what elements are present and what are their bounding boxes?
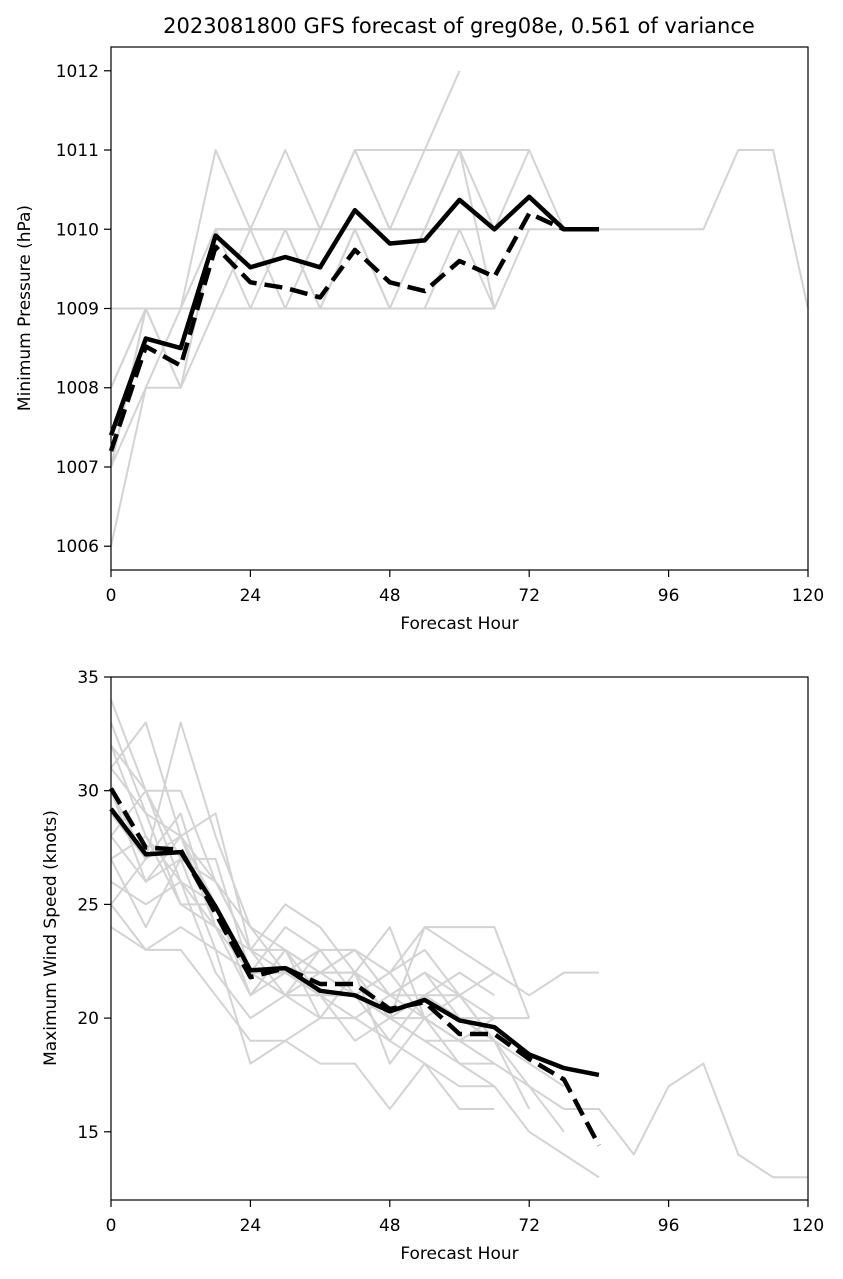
pressure-x-tick-label: 48	[379, 586, 401, 606]
wind-dashed-line	[109, 787, 601, 1147]
pressure-x-tick-label: 120	[792, 586, 824, 606]
wind-y-tick-label: 25	[77, 895, 99, 915]
pressure-x-tick-label: 0	[106, 586, 117, 606]
wind-member-line-9	[110, 903, 495, 1088]
wind-x-tick-label: 120	[792, 1216, 824, 1236]
pressure-y-ticks: 1006 1007 1008 1009 1010 1011 1012	[56, 62, 111, 557]
pressure-x-ticks: 0 24 48 72 96 120	[106, 570, 824, 606]
wind-y-tick-label: 20	[77, 1009, 99, 1029]
pressure-dashed-line	[108, 211, 599, 452]
wind-x-tick-label: 72	[518, 1216, 540, 1236]
wind-member-line-16	[110, 835, 495, 1019]
pressure-x-tick-label: 24	[240, 586, 262, 606]
wind-x-tick-label: 0	[106, 1216, 117, 1236]
wind-x-tick-label: 48	[379, 1216, 401, 1236]
pressure-chart-panel: 2023081800 GFS forecast of greg08e, 0.56…	[15, 14, 824, 634]
wind-member-line-14	[110, 789, 495, 1065]
wind-y-tick-label: 15	[77, 1123, 99, 1143]
pressure-y-tick-label: 1012	[56, 62, 99, 82]
wind-y-axis-label: Maximum Wind Speed (knots)	[41, 810, 61, 1066]
pressure-y-tick-label: 1006	[56, 537, 99, 557]
pressure-series-layer	[108, 70, 809, 547]
pressure-y-tick-label: 1007	[56, 458, 99, 478]
pressure-y-tick-label: 1009	[56, 300, 99, 320]
wind-x-tick-label: 24	[240, 1216, 262, 1236]
wind-plot-frame	[110, 676, 809, 1201]
pressure-mean-line	[108, 194, 599, 437]
pressure-y-axis-label: Minimum Pressure (hPa)	[15, 205, 35, 411]
wind-member-line-10	[110, 926, 495, 1110]
wind-chart-panel: 0 24 48 72 96 120 15 20 25 30 35 Forecast Hour Ma…	[41, 668, 824, 1264]
wind-x-axis-label: Forecast Hour	[400, 1244, 518, 1264]
wind-x-ticks: 0 24 48 72 96 120	[106, 1200, 824, 1236]
pressure-x-axis-label: Forecast Hour	[400, 614, 518, 634]
pressure-x-tick-label: 72	[518, 586, 540, 606]
wind-y-ticks: 15 20 25 30 35	[77, 668, 111, 1143]
wind-y-tick-label: 35	[77, 668, 99, 688]
pressure-chart-title: 2023081800 GFS forecast of greg08e, 0.56…	[163, 14, 755, 38]
wind-member-line-8	[110, 880, 495, 1065]
pressure-x-tick-label: 96	[658, 586, 680, 606]
pressure-y-tick-label: 1008	[56, 379, 99, 399]
wind-y-tick-label: 30	[77, 782, 99, 802]
pressure-member-line-6	[110, 228, 531, 389]
wind-mean-line	[109, 807, 600, 1078]
wind-series-layer	[109, 699, 808, 1179]
wind-x-tick-label: 96	[658, 1216, 680, 1236]
pressure-y-tick-label: 1010	[56, 220, 99, 240]
pressure-y-tick-label: 1011	[56, 141, 99, 161]
